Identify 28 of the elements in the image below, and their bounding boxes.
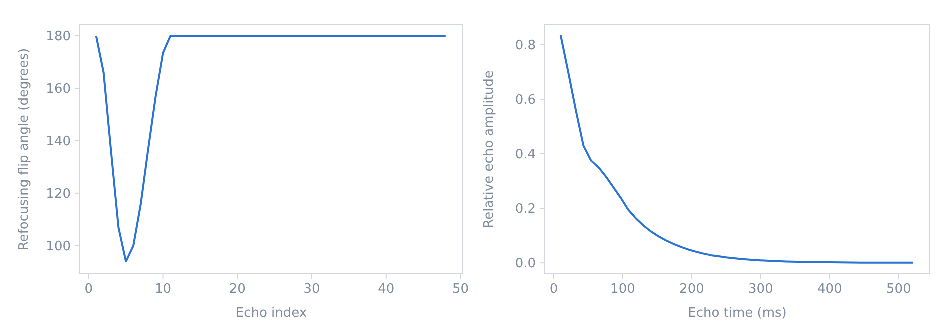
y-axis-title: Refocusing flip angle (degrees) [17,48,32,251]
y-axis-title: Relative echo amplitude [482,70,497,228]
y-tick-label: 0.2 [515,202,536,218]
line-series [95,35,447,263]
x-axis-title: Echo index [236,306,308,321]
x-tick-label: 20 [229,282,246,297]
x-axis-title: Echo time (ms) [688,306,787,321]
y-tick-label: 0.8 [515,38,536,54]
y-tick-label: 0.4 [515,148,536,162]
y-tick-label: 0.0 [515,256,536,272]
y-tick-label: 120 [46,186,71,202]
x-tick-label: 10 [155,282,172,297]
x-tick-label: 30 [304,282,320,297]
x-tick-label: 500 [886,282,912,297]
y-tick-label: 180 [46,30,71,45]
x-tick-label: 50 [452,282,470,297]
y-tick-label: 100 [46,239,71,254]
x-tick-label: 400 [818,282,842,297]
x-tick-label: 0 [84,282,94,297]
x-tick-label: 100 [610,282,636,297]
y-tick-label: 160 [46,82,71,97]
x-tick-label: 300 [748,282,774,297]
x-tick-label: 40 [378,282,395,297]
x-tick-label: 200 [680,282,704,297]
y-tick-label: 140 [46,134,71,150]
y-tick-label: 0.6 [515,92,536,108]
line-series [560,34,914,264]
x-tick-label: 0 [550,282,558,297]
